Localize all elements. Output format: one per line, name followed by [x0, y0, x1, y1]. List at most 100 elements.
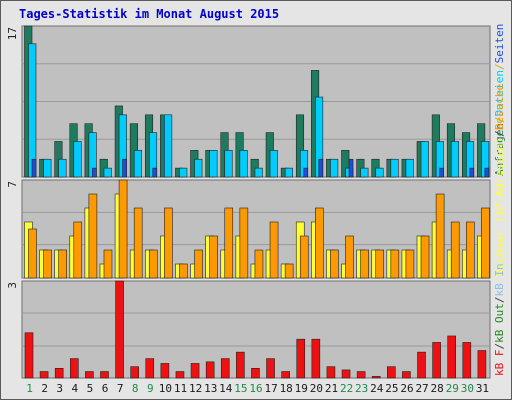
besuche-bar: [345, 235, 354, 279]
x-tick-label: 2: [41, 382, 48, 395]
besuche-bar: [360, 249, 369, 279]
x-tick-label: 29: [446, 382, 459, 395]
besuche-bar: [435, 193, 445, 279]
x-tick-label: 7: [117, 382, 124, 395]
x-tick-label: 21: [325, 382, 338, 395]
y-max-label: 7: [6, 181, 19, 188]
x-tick-label: 26: [400, 382, 413, 395]
x-tick-label: 14: [219, 382, 233, 395]
besuche-bar: [375, 249, 385, 279]
dateien-bar: [73, 141, 82, 178]
kbf-bar: [341, 369, 351, 379]
x-tick-label: 25: [385, 382, 398, 395]
dateien-bar: [405, 158, 414, 178]
kbf-bar: [296, 338, 306, 379]
visits-legend-part: Rechner (IP-Adressen): [493, 137, 506, 276]
x-tick-label: 20: [310, 382, 323, 395]
besuche-bar: [269, 221, 279, 279]
kbf-bar: [311, 338, 321, 379]
x-tick-label: 18: [280, 382, 293, 395]
dateien-bar: [133, 150, 142, 178]
dateien-bar: [375, 167, 384, 178]
seiten-bar: [469, 167, 475, 178]
besuche-bar: [43, 249, 52, 279]
kbf-bar: [54, 367, 64, 379]
plot-area-3: [21, 280, 491, 379]
seiten-bar: [152, 167, 158, 178]
kbf-bar: [447, 335, 457, 379]
x-tick-label: 27: [415, 382, 428, 395]
kbf-bar: [175, 371, 185, 379]
dateien-bar: [284, 167, 293, 178]
x-tick-label: 28: [431, 382, 444, 395]
besuche-bar: [133, 207, 143, 279]
seiten-bar: [122, 158, 127, 178]
dateien-bar: [58, 158, 67, 178]
traffic-legend-part: /: [493, 297, 506, 304]
x-tick-label: 13: [204, 382, 217, 395]
kbf-bar: [69, 358, 79, 379]
seiten-bar: [31, 158, 37, 178]
kbf-bar: [24, 332, 34, 379]
besuche-bar: [103, 249, 113, 279]
besuche-bar: [299, 235, 309, 279]
x-tick-label: 3: [56, 382, 63, 395]
chart-title: Tages-Statistik im Monat August 2015: [19, 7, 280, 21]
x-tick-label: 30: [461, 382, 474, 395]
traffic-legend-part: kB In: [493, 263, 506, 296]
x-tick-label: 19: [295, 382, 308, 395]
kbf-bar: [205, 361, 215, 379]
besuche-bar: [209, 235, 218, 279]
kbf-bar: [462, 342, 472, 379]
besuche-bar: [118, 179, 128, 279]
hits-legend-part: /: [493, 116, 506, 123]
besuche-bar: [28, 228, 37, 279]
kbf-bar: [145, 358, 155, 379]
besuche-bar: [239, 207, 249, 279]
x-tick-label: 5: [87, 382, 94, 395]
dateien-bar: [209, 150, 218, 178]
kbf-bar: [115, 280, 124, 379]
besuche-bar: [420, 235, 430, 279]
hits-legend-part: Seiten: [493, 24, 506, 64]
y-max-label: 17: [6, 27, 19, 40]
kbf-bar: [387, 366, 396, 379]
kbf-bar: [190, 363, 200, 379]
dateien-bar: [164, 114, 173, 178]
besuche-bar: [164, 207, 173, 279]
x-tick-label: 11: [174, 382, 187, 395]
hits-legend-part: Anfragen: [493, 123, 506, 176]
seiten-bar: [439, 167, 444, 178]
kbf-bar: [236, 351, 245, 379]
besuche-bar: [284, 263, 294, 279]
besuche-bar: [390, 249, 400, 279]
x-tick-label: 31: [476, 382, 489, 395]
dateien-bar: [43, 158, 52, 178]
dateien-bar: [103, 167, 112, 178]
kbf-bar: [266, 358, 275, 379]
visits-legend-part: /: [493, 130, 506, 137]
x-tick-label: 8: [132, 382, 139, 395]
x-tick-label: 23: [355, 382, 368, 395]
kbf-bar: [85, 371, 94, 379]
besuche-bar: [254, 249, 264, 279]
seiten-bar: [318, 158, 324, 178]
x-tick-label: 16: [249, 382, 262, 395]
x-tick-label: 4: [72, 382, 79, 395]
dateien-bar: [239, 150, 248, 178]
besuche-bar: [224, 207, 234, 279]
kbf-bar: [39, 371, 49, 379]
dateien-bar: [254, 167, 263, 178]
kbf-bar: [326, 366, 336, 379]
kbf-bar: [251, 367, 260, 379]
x-tick-label: 15: [234, 382, 247, 395]
besuche-bar: [194, 249, 203, 279]
besuche-bar: [58, 249, 67, 279]
traffic-legend-part: kB Out: [493, 303, 506, 343]
x-tick-label: 12: [189, 382, 202, 395]
x-tick-label: 6: [102, 382, 109, 395]
visits-legend: Rechner (IP-Adressen)/Besuche: [493, 84, 506, 276]
kbf-bar: [160, 363, 170, 379]
dateien-bar: [269, 150, 278, 178]
